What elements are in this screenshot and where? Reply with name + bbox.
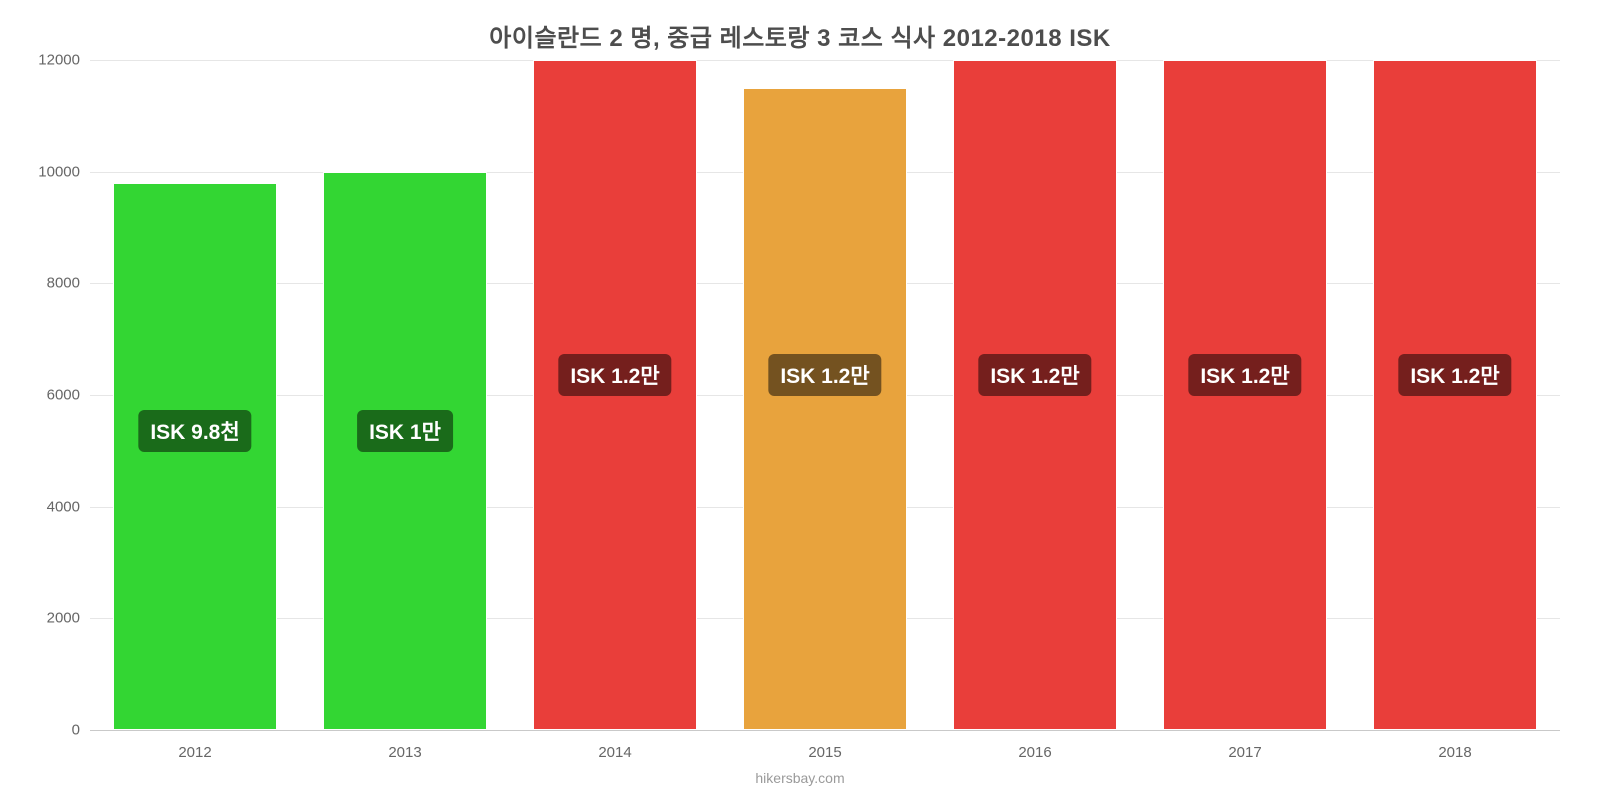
ytick-label: 0 <box>4 722 80 739</box>
bars-layer: ISK 9.8천 ISK 1만 ISK 1.2만 ISK 1.2만 ISK 1.2만 IS… <box>90 60 1560 730</box>
bar-value-label: ISK 1만 <box>357 410 453 452</box>
bar-value-label: ISK 9.8천 <box>138 410 251 452</box>
ytick-label: 12000 <box>4 52 80 69</box>
bar <box>743 88 907 730</box>
xtick-label: 2017 <box>1228 744 1261 761</box>
bar-value-label: ISK 1.2만 <box>1398 354 1511 396</box>
ytick-label: 2000 <box>4 610 80 627</box>
xtick-label: 2015 <box>808 744 841 761</box>
ytick-label: 6000 <box>4 387 80 404</box>
xtick-label: 2013 <box>388 744 421 761</box>
bar <box>113 183 277 730</box>
xtick-label: 2014 <box>598 744 631 761</box>
credit-text: hikersbay.com <box>755 770 844 786</box>
plot-area: ISK 9.8천 ISK 1만 ISK 1.2만 ISK 1.2만 ISK 1.2만 IS… <box>90 60 1560 730</box>
bar-value-label: ISK 1.2만 <box>558 354 671 396</box>
ytick-label: 4000 <box>4 498 80 515</box>
bar-chart: 아이슬란드 2 명, 중급 레스토랑 3 코스 식사 2012-2018 ISK… <box>0 0 1600 800</box>
xtick-label: 2016 <box>1018 744 1051 761</box>
x-axis-line <box>90 730 1560 731</box>
bar-value-label: ISK 1.2만 <box>1188 354 1301 396</box>
chart-title: 아이슬란드 2 명, 중급 레스토랑 3 코스 식사 2012-2018 ISK <box>0 0 1600 53</box>
xtick-label: 2012 <box>178 744 211 761</box>
ytick-label: 8000 <box>4 275 80 292</box>
bar-value-label: ISK 1.2만 <box>768 354 881 396</box>
ytick-label: 10000 <box>4 163 80 180</box>
bar-value-label: ISK 1.2만 <box>978 354 1091 396</box>
xtick-label: 2018 <box>1438 744 1471 761</box>
